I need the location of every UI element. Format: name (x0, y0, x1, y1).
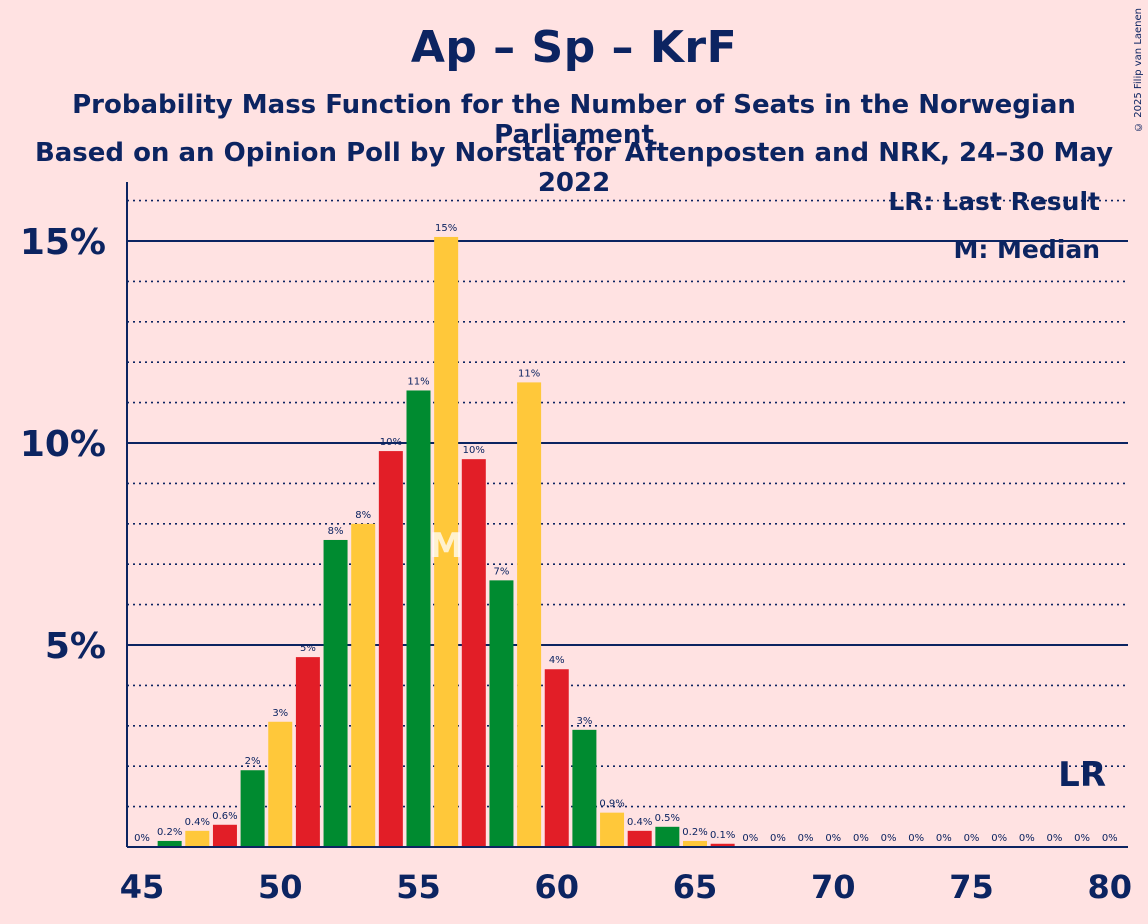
bar-label-seat-78: 0% (1047, 833, 1063, 844)
legend: LR: Last Result M: Median (888, 187, 1100, 264)
bar-seat-58 (489, 580, 514, 847)
legend-last-result: LR: Last Result (888, 187, 1100, 216)
bar-seat-64 (655, 826, 680, 847)
bar-label-seat-79: 0% (1074, 833, 1090, 844)
chart-source: Based on an Opinion Poll by Norstat for … (34, 138, 1114, 198)
bar-seat-46 (157, 840, 182, 847)
markers: M LR (429, 526, 1106, 795)
bar-seat-55 (406, 390, 431, 847)
bar-label-seat-66: 0.1% (710, 830, 735, 841)
median-marker: M (429, 526, 463, 566)
x-tick-label-75: 75 (949, 868, 994, 906)
x-tick-label-70: 70 (811, 868, 856, 906)
bar-label-seat-76: 0% (991, 833, 1007, 844)
bar-seat-53 (351, 523, 376, 847)
y-tick-label-5: 5% (45, 626, 106, 667)
bar-label-seat-63: 0.4% (627, 817, 652, 828)
bar-labels: 0%0.2%0.4%0.6%2%3%5%8%8%10%11%15%10%7%11… (134, 223, 1118, 844)
bar-seat-47 (185, 830, 210, 847)
bar-label-seat-61: 3% (576, 716, 592, 727)
bar-seat-66 (710, 843, 735, 847)
bar-seat-54 (378, 451, 403, 847)
bar-label-seat-52: 8% (328, 526, 344, 537)
last-result-marker: LR (1058, 755, 1106, 795)
tick-labels: 45 50 55 60 65 70 75 80 5% 10% 15% (20, 222, 1132, 906)
bar-seat-51 (295, 657, 320, 847)
bar-label-seat-50: 3% (272, 708, 288, 719)
bar-label-seat-49: 2% (245, 756, 261, 767)
bar-seat-60 (544, 669, 569, 847)
x-tick-label-60: 60 (534, 868, 579, 906)
bar-seat-65 (683, 840, 707, 847)
bar-label-seat-53: 8% (355, 510, 371, 521)
x-tick-label-80: 80 (1087, 868, 1132, 906)
x-tick-label-55: 55 (396, 868, 441, 906)
bar-label-seat-70: 0% (825, 833, 841, 844)
bar-label-seat-71: 0% (853, 833, 869, 844)
bar-label-seat-56: 15% (435, 223, 457, 234)
bar-label-seat-48: 0.6% (212, 811, 237, 822)
bar-label-seat-45: 0% (134, 833, 150, 844)
bar-label-seat-73: 0% (908, 833, 924, 844)
bar-seat-61 (572, 729, 597, 847)
bar-label-seat-68: 0% (770, 833, 786, 844)
bar-label-seat-64: 0.5% (655, 813, 680, 824)
bar-seat-59 (517, 382, 542, 847)
bar-seat-50 (268, 721, 293, 847)
bar-label-seat-80: 0% (1102, 833, 1118, 844)
bar-label-seat-46: 0.2% (157, 827, 182, 838)
x-tick-label-50: 50 (258, 868, 303, 906)
bar-label-seat-62: 0.9% (599, 799, 624, 810)
axes (126, 182, 1128, 848)
bar-label-seat-65: 0.2% (682, 827, 707, 838)
y-tick-label-10: 10% (20, 424, 106, 465)
bar-label-seat-55: 11% (407, 376, 429, 387)
bar-label-seat-47: 0.4% (185, 817, 210, 828)
chart-title: Ap – Sp – KrF (410, 22, 738, 73)
bar-label-seat-72: 0% (881, 833, 897, 844)
x-tick-label-65: 65 (673, 868, 718, 906)
bar-label-seat-58: 7% (494, 566, 510, 577)
bar-label-seat-57: 10% (463, 445, 485, 456)
bar-label-seat-51: 5% (300, 643, 316, 654)
bar-seat-57 (461, 459, 486, 847)
bar-label-seat-54: 10% (380, 437, 402, 448)
chart-subtitle: Probability Mass Function for the Number… (72, 90, 1076, 150)
y-tick-label-15: 15% (20, 222, 106, 263)
bar-seat-63 (627, 830, 652, 847)
bar-label-seat-69: 0% (798, 833, 814, 844)
bars (157, 236, 735, 847)
bar-label-seat-67: 0% (742, 833, 758, 844)
bar-seat-62 (600, 812, 625, 847)
bar-label-seat-75: 0% (964, 833, 980, 844)
bar-label-seat-59: 11% (518, 368, 540, 379)
bar-label-seat-60: 4% (549, 655, 565, 666)
bar-seat-48 (212, 824, 237, 847)
bar-label-seat-74: 0% (936, 833, 952, 844)
x-tick-label-45: 45 (120, 868, 165, 906)
bar-seat-52 (323, 539, 348, 847)
legend-median: M: Median (953, 235, 1100, 264)
bar-label-seat-77: 0% (1019, 833, 1035, 844)
bar-seat-49 (240, 770, 265, 847)
grid-lines (127, 199, 1128, 808)
bar-seat-56 (434, 236, 459, 847)
